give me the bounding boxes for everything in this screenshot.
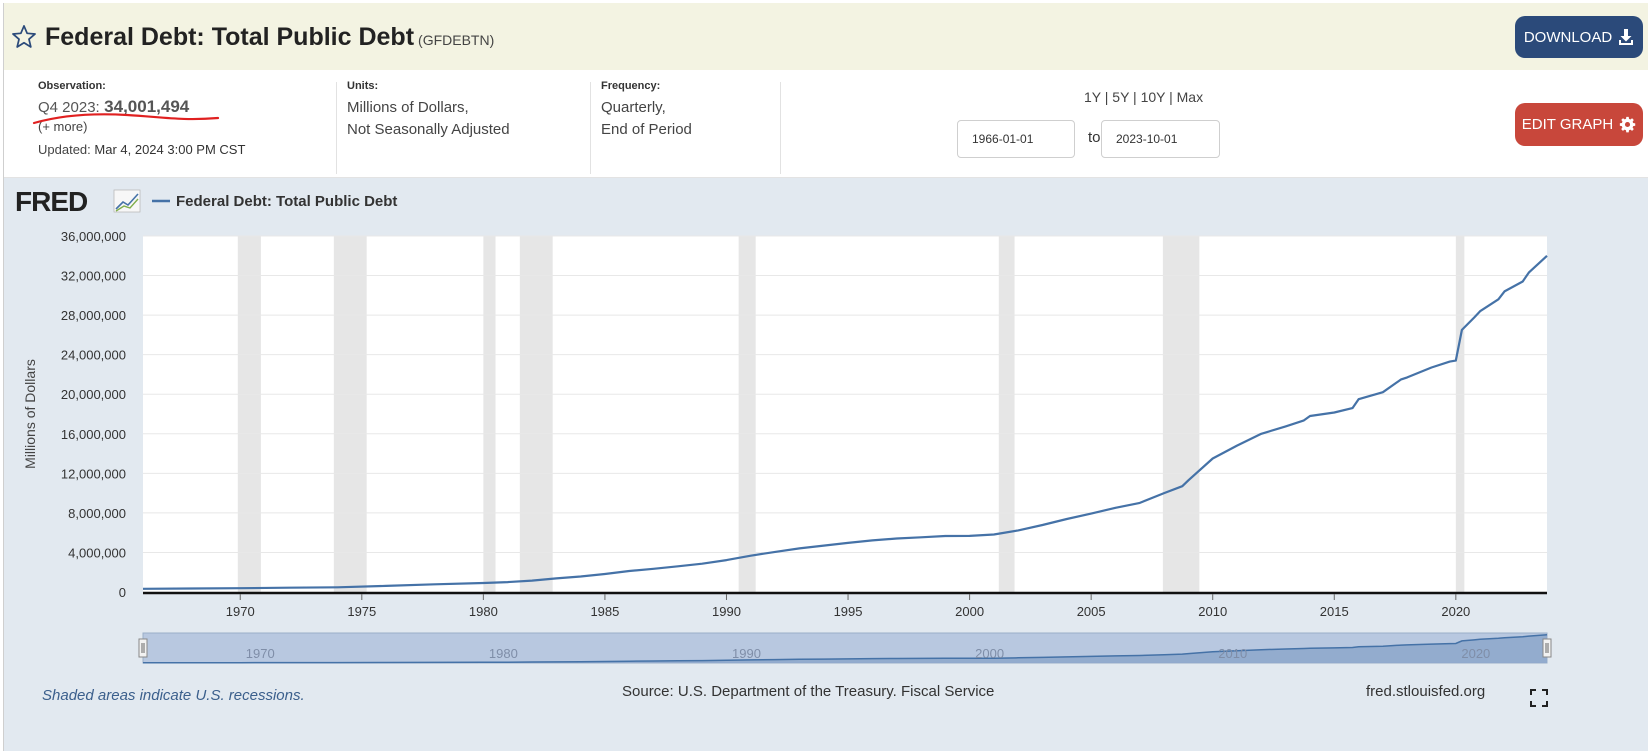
red-underline-annotation [32, 113, 220, 125]
gear-icon [1620, 116, 1636, 133]
observation-more-link[interactable]: (+ more) [38, 119, 88, 134]
x-tick-label: 2005 [1077, 604, 1106, 619]
edit-graph-button[interactable]: EDIT GRAPH [1515, 103, 1643, 146]
x-tick-label: 2020 [1441, 604, 1470, 619]
y-tick-label: 36,000,000 [61, 229, 126, 244]
observation-date: Q4 2023: [38, 99, 100, 116]
graph-area: FRED Federal Debt: Total Public Debt Mil… [4, 178, 1648, 751]
y-tick-label: 12,000,000 [61, 466, 126, 481]
recession-note: Shaded areas indicate U.S. recessions. [42, 687, 305, 704]
frequency-block: Frequency: Quarterly, End of Period [601, 80, 692, 141]
fullscreen-icon[interactable] [1530, 689, 1548, 707]
edit-graph-label: EDIT GRAPH [1521, 116, 1614, 133]
x-tick-label: 1990 [712, 604, 741, 619]
download-button[interactable]: DOWNLOAD [1515, 16, 1643, 58]
recession-band [1162, 236, 1200, 592]
header: Federal Debt: Total Public Debt (GFDEBTN)… [4, 3, 1648, 70]
y-tick-label: 16,000,000 [61, 427, 126, 442]
fred-logo-graph-icon [113, 189, 141, 213]
plot-background [143, 236, 1547, 592]
x-tick-label: 1995 [834, 604, 863, 619]
info-bar: Observation: Q4 2023: 34,001,494 (+ more… [4, 70, 1648, 178]
x-tick-label: 2000 [955, 604, 984, 619]
recession-band [998, 236, 1015, 592]
recession-band [237, 236, 261, 592]
x-tick-label: 1975 [347, 604, 376, 619]
legend-label: Federal Debt: Total Public Debt [176, 193, 397, 210]
updated-label: Updated: [38, 142, 91, 157]
navigator-label: 1970 [246, 646, 275, 661]
units-head: Units: [347, 80, 379, 92]
navigator-label: 2010 [1218, 646, 1247, 661]
x-tick-label: 1970 [226, 604, 255, 619]
site-url[interactable]: fred.stlouisfed.org [1366, 683, 1486, 700]
recession-band [738, 236, 756, 592]
page: Federal Debt: Total Public Debt (GFDEBTN)… [3, 3, 1648, 751]
frequency-line-2: End of Period [601, 121, 692, 138]
fred-logo: FRED [15, 186, 88, 217]
series-id: (GFDEBTN) [418, 32, 495, 48]
plot: 0 4,000,000 8,000,000 12,000,000 16,000,000 2… [61, 229, 1548, 619]
navigator-label: 2000 [975, 646, 1004, 661]
recession-band [1455, 236, 1465, 592]
navigator-label: 1980 [489, 646, 518, 661]
observation-block: Observation: Q4 2023: 34,001,494 (+ more… [32, 80, 245, 157]
y-tick-label: 8,000,000 [68, 506, 126, 521]
x-tick-label: 2015 [1320, 604, 1349, 619]
navigator[interactable]: 1970 1980 1990 2000 2010 2020 [138, 632, 1552, 664]
to-label: to [1088, 129, 1101, 146]
download-label: DOWNLOAD [1523, 28, 1613, 46]
page-title: Federal Debt: Total Public Debt (GFDEBTN) [45, 23, 494, 52]
frequency-head: Frequency: [601, 80, 661, 92]
title-text: Federal Debt: Total Public Debt [45, 23, 415, 51]
chart-svg: FRED Federal Debt: Total Public Debt Mil… [15, 186, 1552, 664]
updated-value: Mar 4, 2024 3:00 PM CST [94, 142, 246, 157]
navigator-handle[interactable] [1542, 638, 1552, 658]
y-axis-label: Millions of Dollars [22, 359, 38, 469]
source-text: Source: U.S. Department of the Treasury.… [622, 683, 995, 700]
navigator-label: 1990 [732, 646, 761, 661]
navigator-label: 2020 [1461, 646, 1490, 661]
x-tick-label: 1985 [590, 604, 619, 619]
x-tick-label: 1980 [469, 604, 498, 619]
y-tick-label: 20,000,000 [61, 387, 126, 402]
series-line [142, 254, 1548, 590]
frequency-line-1: Quarterly, [601, 99, 666, 116]
start-date-input[interactable] [957, 120, 1075, 158]
y-tick-label: 0 [119, 585, 126, 600]
recession-band [483, 236, 496, 592]
y-tick-label: 28,000,000 [61, 308, 126, 323]
divider [336, 82, 337, 174]
x-tick-label: 2010 [1198, 604, 1227, 619]
units-line-2: Not Seasonally Adjusted [347, 121, 510, 138]
star-icon[interactable] [11, 24, 37, 50]
y-tick-label: 32,000,000 [61, 269, 126, 284]
navigator-handle[interactable] [138, 638, 148, 658]
navigator-series-line [143, 633, 1548, 664]
recession-band [333, 236, 367, 592]
recession-band [519, 236, 553, 592]
divider [780, 82, 781, 174]
units-block: Units: Millions of Dollars, Not Seasonal… [347, 80, 510, 141]
divider [590, 82, 591, 174]
observation-updated: Updated: Mar 4, 2024 3:00 PM CST [38, 142, 245, 157]
y-tick-label: 4,000,000 [68, 545, 126, 560]
navigator-series-area [143, 634, 1547, 663]
observation-head: Observation: [38, 80, 106, 92]
units-line-1: Millions of Dollars, [347, 99, 469, 116]
y-tick-label: 24,000,000 [61, 348, 126, 363]
range-links[interactable]: 1Y | 5Y | 10Y | Max [1084, 89, 1204, 105]
download-icon [1619, 29, 1634, 45]
observation-value: 34,001,494 [104, 97, 190, 116]
end-date-input[interactable] [1101, 120, 1220, 158]
